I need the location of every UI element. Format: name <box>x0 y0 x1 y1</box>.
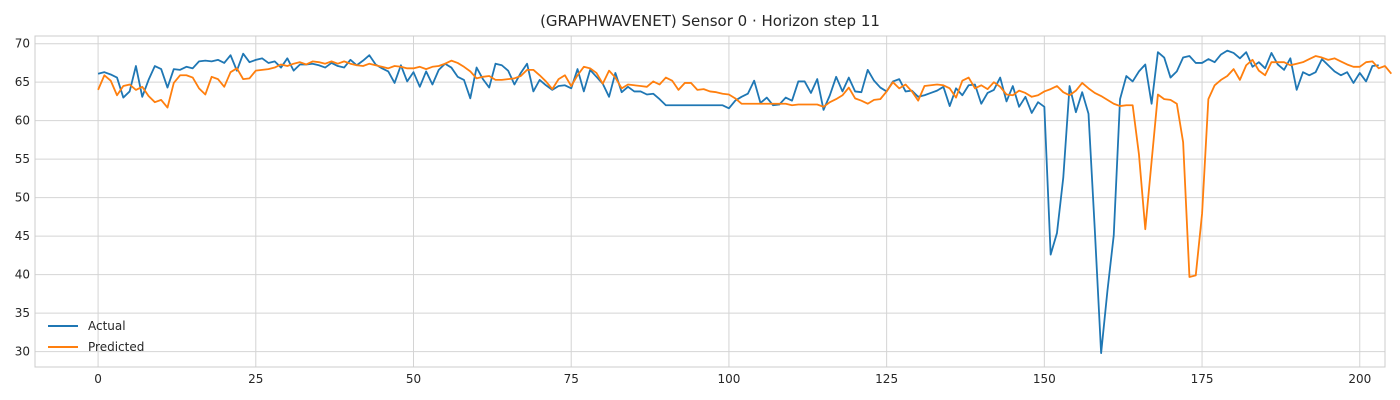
chart-title: (GRAPHWAVENET) Sensor 0 · Horizon step 1… <box>540 12 880 30</box>
plot-frame <box>34 35 1386 368</box>
y-tick-label: 35 <box>15 306 30 320</box>
x-tick-label: 125 <box>875 372 898 386</box>
y-axis-ticks: 30 35 40 45 50 55 60 65 70 <box>15 37 30 359</box>
y-tick-label: 40 <box>15 268 30 282</box>
y-tick-label: 45 <box>15 229 30 243</box>
series-lines <box>97 49 1393 355</box>
series-line-predicted <box>97 55 1393 278</box>
legend-label-actual: Actual <box>88 319 126 333</box>
x-tick-label: 100 <box>717 372 740 386</box>
series-line-actual <box>97 49 1379 355</box>
x-tick-label: 150 <box>1033 372 1056 386</box>
x-axis-ticks: 0 25 50 75 100 125 150 175 200 <box>94 372 1371 386</box>
y-tick-label: 50 <box>15 191 30 205</box>
y-tick-label: 55 <box>15 152 30 166</box>
x-tick-label: 25 <box>248 372 263 386</box>
y-tick-label: 70 <box>15 37 30 51</box>
legend-label-predicted: Predicted <box>88 340 144 354</box>
x-tick-label: 75 <box>564 372 579 386</box>
x-tick-label: 50 <box>406 372 421 386</box>
x-tick-label: 0 <box>94 372 102 386</box>
y-tick-label: 60 <box>15 114 30 128</box>
x-tick-label: 175 <box>1191 372 1214 386</box>
legend: Actual Predicted <box>48 319 144 354</box>
x-tick-label: 200 <box>1348 372 1371 386</box>
y-tick-label: 65 <box>15 75 30 89</box>
grid <box>35 36 1385 367</box>
y-tick-label: 30 <box>15 345 30 359</box>
